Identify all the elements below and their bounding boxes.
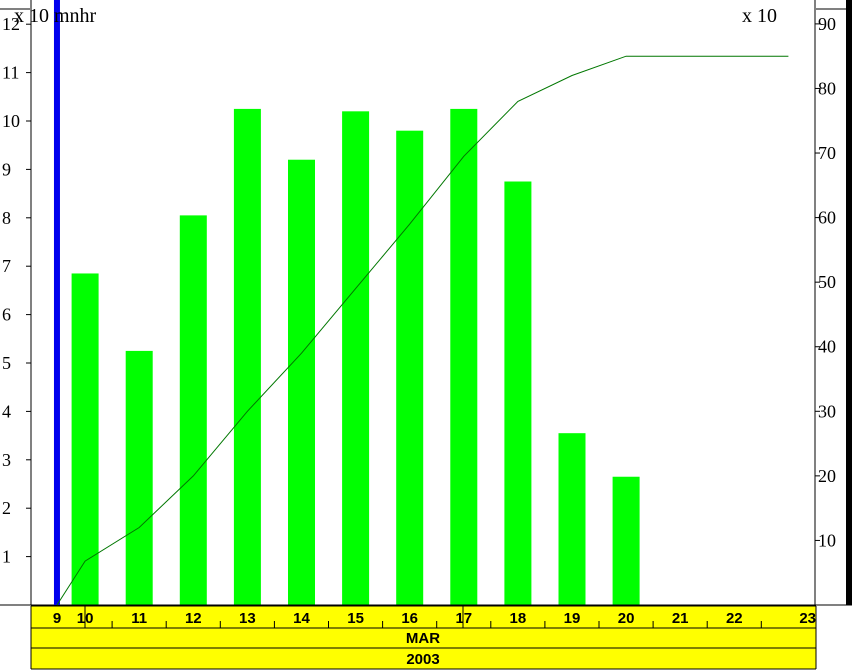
bar: [612, 476, 640, 605]
bar: [342, 111, 370, 605]
right-tick-label: 30: [818, 401, 836, 421]
year-label: 2003: [406, 651, 439, 668]
x-tick-label: 23: [799, 610, 816, 627]
current-date-marker: [53, 0, 60, 605]
left-tick-label: 9: [2, 159, 11, 179]
right-tick-label: 90: [818, 14, 836, 34]
right-tick-label: 80: [818, 78, 836, 98]
x-tick-label: 13: [239, 610, 256, 627]
month-label: MAR: [406, 630, 440, 647]
plot-frame: [0, 0, 852, 606]
right-tick-label: 50: [818, 272, 836, 292]
bar: [288, 159, 315, 605]
bar: [504, 181, 532, 605]
left-tick-label: 8: [2, 208, 11, 228]
right-unit-label: x 10: [742, 5, 777, 27]
right-tick-label: 40: [818, 337, 836, 357]
x-tick-label: 11: [131, 610, 147, 627]
left-tick-label: 11: [2, 63, 19, 83]
bar: [125, 350, 153, 605]
x-tick-label: 9: [53, 610, 61, 627]
right-y-axis: 10 20 30 40 50 60 70 80 90: [815, 14, 836, 550]
right-tick-label: 70: [818, 143, 836, 163]
bar: [558, 433, 586, 605]
right-tick-label: 20: [818, 466, 836, 486]
day-band: [31, 606, 816, 628]
left-tick-label: 2: [2, 498, 11, 518]
left-tick-label: 10: [2, 111, 20, 131]
marker-line: [53, 0, 60, 605]
left-tick-label: 6: [2, 305, 11, 325]
bar: [233, 108, 261, 606]
x-tick-label: 12: [185, 610, 202, 627]
right-tick-label: 10: [818, 530, 836, 550]
left-tick-label: 4: [2, 401, 11, 421]
left-tick-label: 7: [2, 256, 11, 276]
x-tick-label: 20: [618, 610, 635, 627]
month-band: [31, 628, 816, 648]
left-unit-label: x 10 mnhr: [14, 5, 97, 27]
cumulative-series-line: [56, 55, 789, 606]
bar: [71, 273, 99, 605]
right-tick-label: 60: [818, 208, 836, 228]
left-tick-label: 5: [2, 353, 11, 373]
x-tick-label: 15: [347, 610, 364, 627]
x-tick-label: 19: [564, 610, 581, 627]
bar: [450, 108, 478, 606]
x-tick-label: 14: [293, 610, 310, 627]
bar: [179, 215, 207, 605]
left-tick-label: 12: [2, 14, 20, 34]
bars: [71, 108, 640, 606]
x-tick-label: 16: [401, 610, 418, 627]
x-axis: 9 10 11 12 13 14 15 16 17 18 19 20 21 22 23: [30, 605, 817, 670]
x-tick-label: 22: [726, 610, 743, 627]
year-band: [31, 648, 816, 669]
bar: [396, 130, 424, 605]
x-tick-label: 18: [510, 610, 527, 627]
x-tick-label: 21: [672, 610, 689, 627]
x-tick-label: 17: [455, 610, 472, 627]
right-edge-bar: [846, 0, 852, 605]
left-tick-label: 3: [2, 450, 11, 470]
left-tick-label: 1: [2, 547, 11, 567]
cumulative-line: [56, 55, 789, 606]
